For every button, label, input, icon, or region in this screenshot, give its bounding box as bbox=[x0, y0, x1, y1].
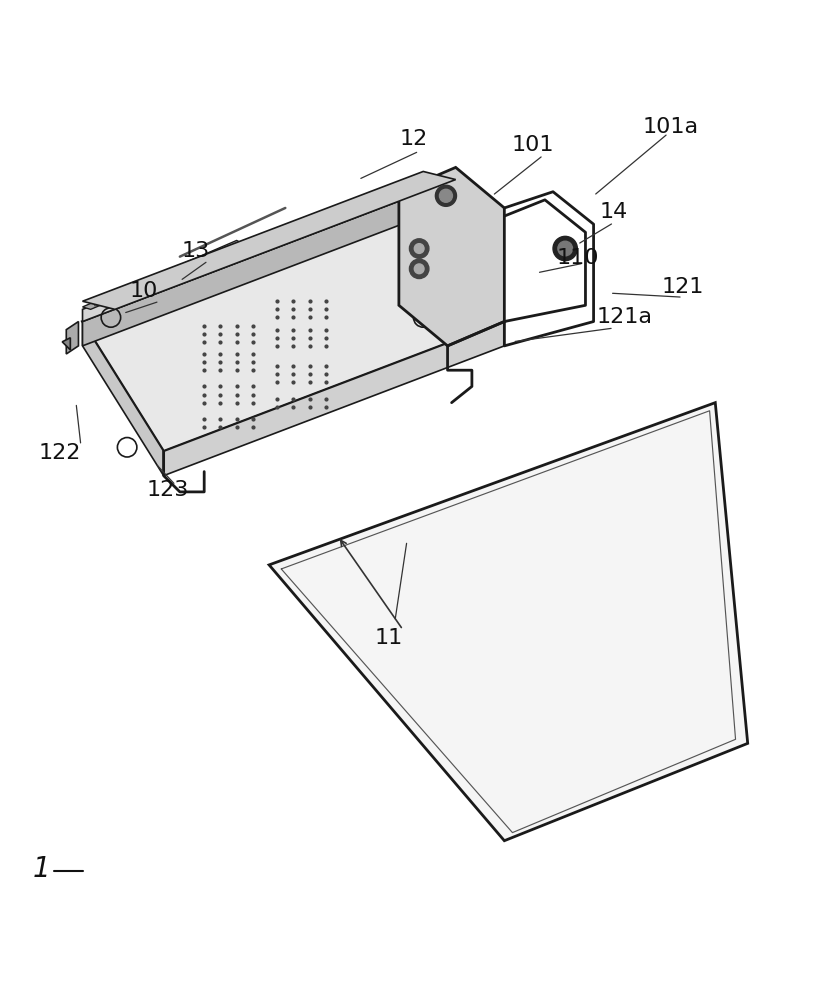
Polygon shape bbox=[82, 171, 456, 309]
Polygon shape bbox=[269, 403, 748, 841]
Polygon shape bbox=[94, 297, 109, 306]
Circle shape bbox=[414, 244, 424, 253]
Circle shape bbox=[553, 236, 577, 261]
Text: 101a: 101a bbox=[642, 117, 698, 137]
Polygon shape bbox=[164, 322, 505, 476]
Circle shape bbox=[409, 259, 429, 279]
Text: 14: 14 bbox=[600, 202, 628, 222]
Circle shape bbox=[435, 185, 457, 206]
Polygon shape bbox=[222, 244, 237, 253]
Text: 13: 13 bbox=[182, 241, 210, 261]
Text: 11: 11 bbox=[375, 628, 403, 648]
Polygon shape bbox=[82, 180, 423, 322]
Polygon shape bbox=[131, 282, 146, 291]
Polygon shape bbox=[186, 259, 200, 268]
Text: 101: 101 bbox=[511, 135, 554, 155]
Circle shape bbox=[409, 239, 429, 258]
Text: 110: 110 bbox=[556, 248, 598, 268]
Text: 1: 1 bbox=[33, 855, 50, 883]
Text: 123: 123 bbox=[147, 480, 189, 500]
Polygon shape bbox=[66, 322, 78, 354]
Polygon shape bbox=[399, 167, 505, 346]
Polygon shape bbox=[82, 240, 245, 309]
Text: 121a: 121a bbox=[597, 307, 652, 327]
Polygon shape bbox=[113, 290, 128, 299]
Circle shape bbox=[414, 264, 424, 274]
Polygon shape bbox=[204, 252, 219, 260]
Text: 121: 121 bbox=[662, 277, 704, 297]
Polygon shape bbox=[62, 338, 70, 350]
Polygon shape bbox=[82, 192, 423, 346]
Circle shape bbox=[440, 189, 453, 202]
Text: 12: 12 bbox=[400, 129, 427, 149]
Circle shape bbox=[558, 241, 572, 256]
Text: 122: 122 bbox=[38, 443, 81, 463]
Polygon shape bbox=[168, 267, 182, 276]
Polygon shape bbox=[82, 322, 164, 476]
Text: 10: 10 bbox=[129, 281, 158, 301]
Polygon shape bbox=[150, 274, 164, 283]
Polygon shape bbox=[82, 192, 505, 451]
